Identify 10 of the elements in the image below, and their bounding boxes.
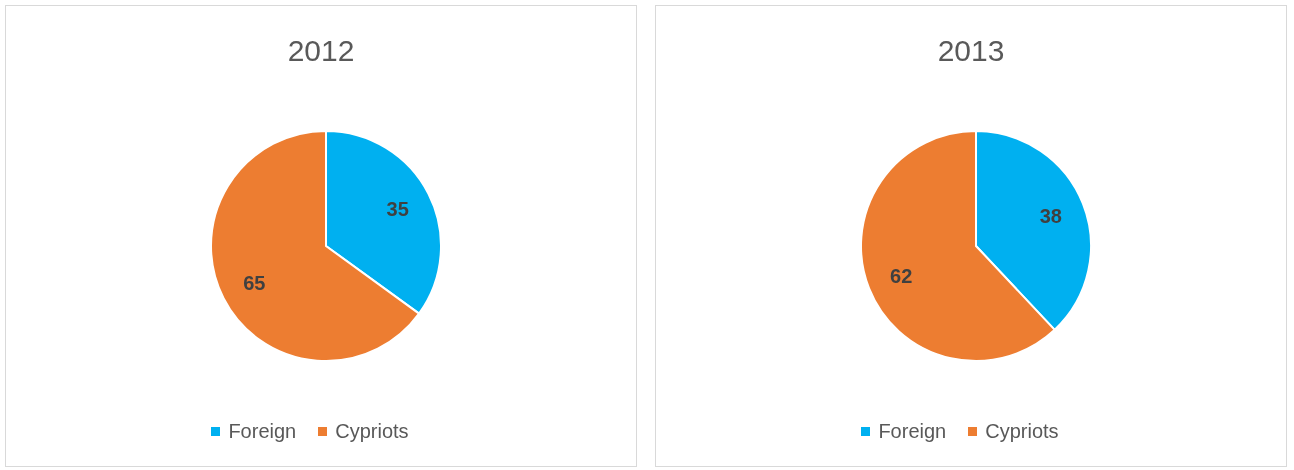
data-label: 65	[243, 271, 266, 294]
chart-title: 2012	[286, 34, 356, 68]
legend-label: Cypriots	[984, 420, 1059, 443]
chart-title: 2013	[936, 34, 1006, 68]
data-label: 35	[386, 198, 409, 221]
data-label: 62	[890, 264, 913, 287]
legend-label: Foreign	[877, 420, 947, 443]
legend-label: Foreign	[227, 420, 297, 443]
legend-label: Cypriots	[334, 420, 409, 443]
data-label: 38	[1039, 205, 1062, 228]
